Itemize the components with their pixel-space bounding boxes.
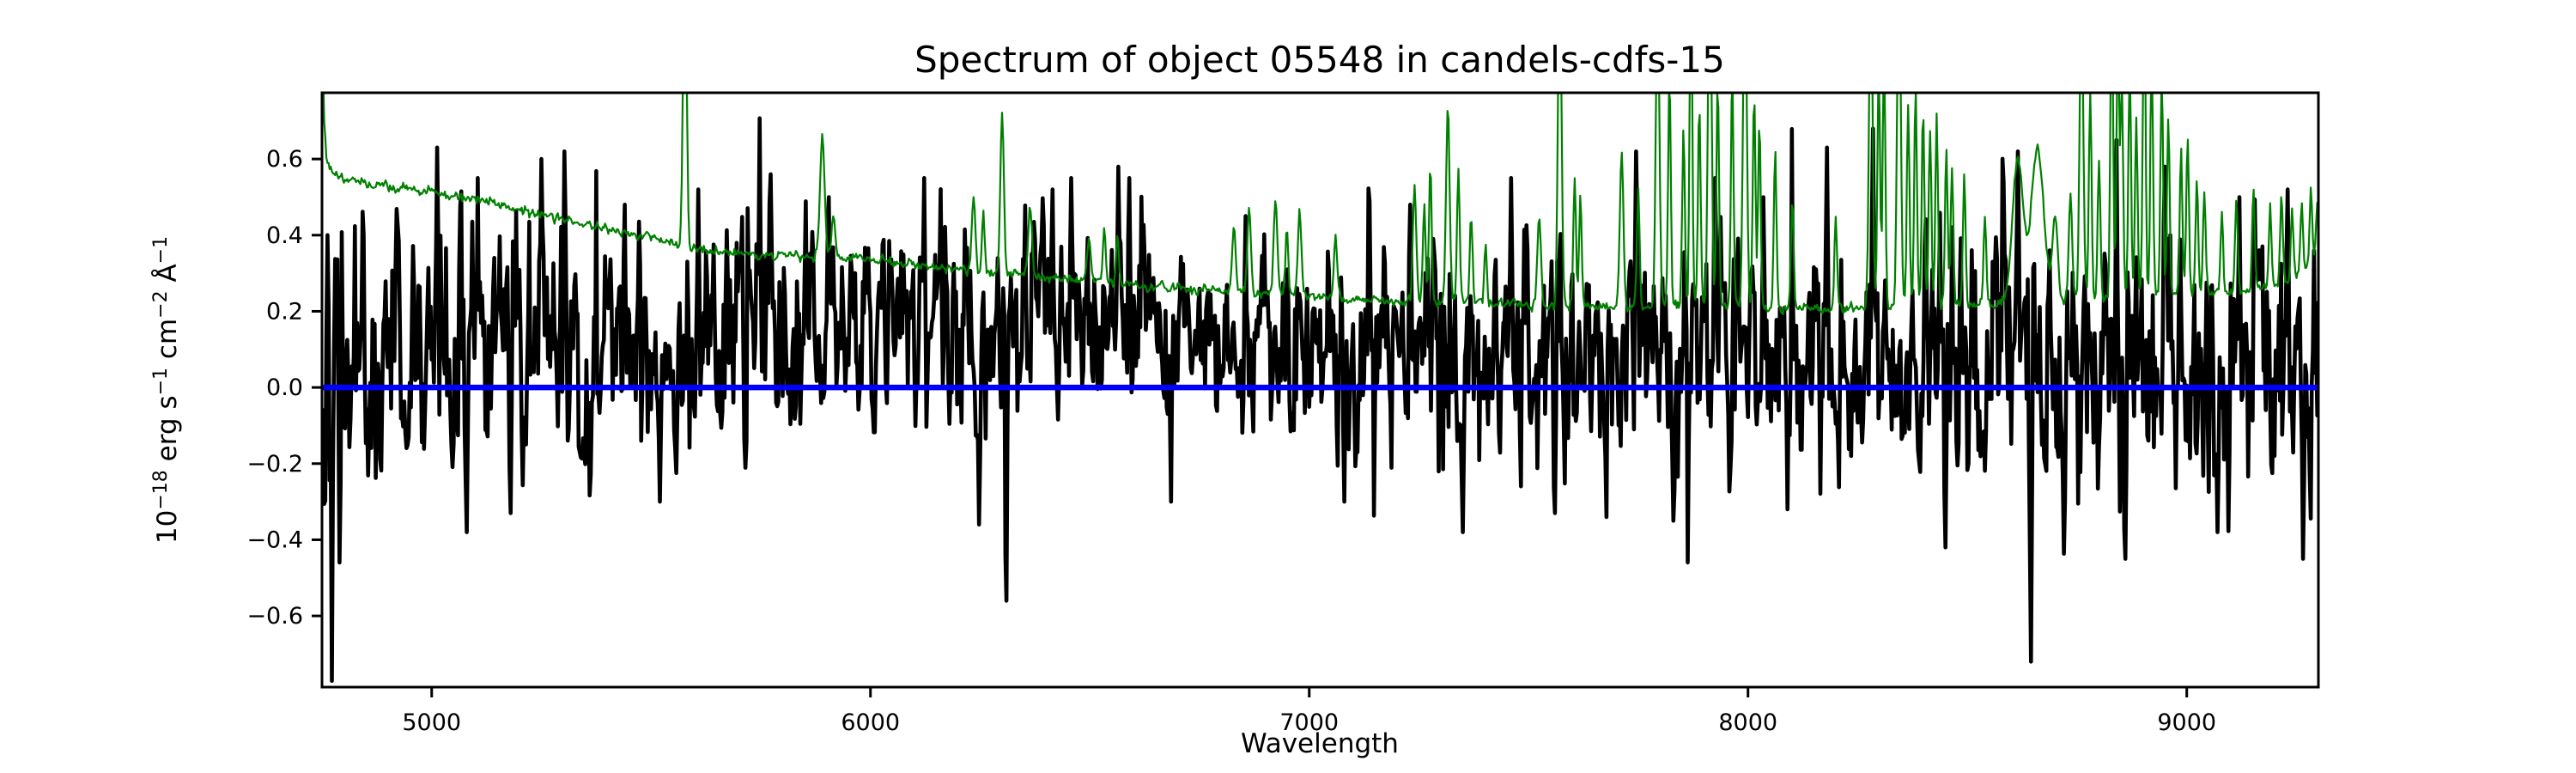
y-tick-label: 0.2	[266, 298, 303, 325]
flux-series-line	[322, 116, 2318, 683]
ylabel-text: cm	[152, 319, 183, 368]
x-tick-label: 5000	[402, 709, 461, 736]
y-tick-label: 0.0	[266, 374, 303, 401]
x-tick-label: 8000	[1718, 709, 1777, 736]
data-series-group	[322, 93, 2318, 683]
ylabel-superscript: −18	[150, 470, 172, 509]
y-tick-label: −0.2	[246, 451, 303, 478]
ylabel-superscript: −1	[150, 368, 172, 395]
ylabel-text: Å	[152, 264, 183, 290]
axis-ticks-group: 5000 6000 7000 8000 9000 0.6 0.4 0.2 0.0 −0.2 −0.4…	[246, 146, 2216, 736]
y-tick-label: 0.6	[266, 146, 303, 173]
axes-frame	[320, 91, 2320, 689]
x-tick-label: 6000	[841, 709, 900, 736]
x-tick-label: 9000	[2157, 709, 2216, 736]
y-axis-label: 10−18 erg s−1 cm−2 Å−1	[150, 236, 183, 544]
ylabel-text: erg s	[152, 395, 183, 470]
ylabel-superscript: −2	[150, 290, 172, 318]
y-tick-label: −0.6	[246, 603, 303, 630]
plot-title: Spectrum of object 05548 in candels-cdfs…	[914, 39, 1725, 81]
y-tick-label: −0.4	[246, 526, 303, 553]
x-tick-label: 7000	[1279, 709, 1339, 736]
ylabel-text: 10	[152, 510, 183, 544]
ylabel-superscript: −1	[150, 236, 172, 264]
x-axis-label: Wavelength	[1241, 728, 1399, 759]
y-tick-label: 0.4	[266, 222, 303, 249]
noise-series-line	[322, 93, 2318, 315]
